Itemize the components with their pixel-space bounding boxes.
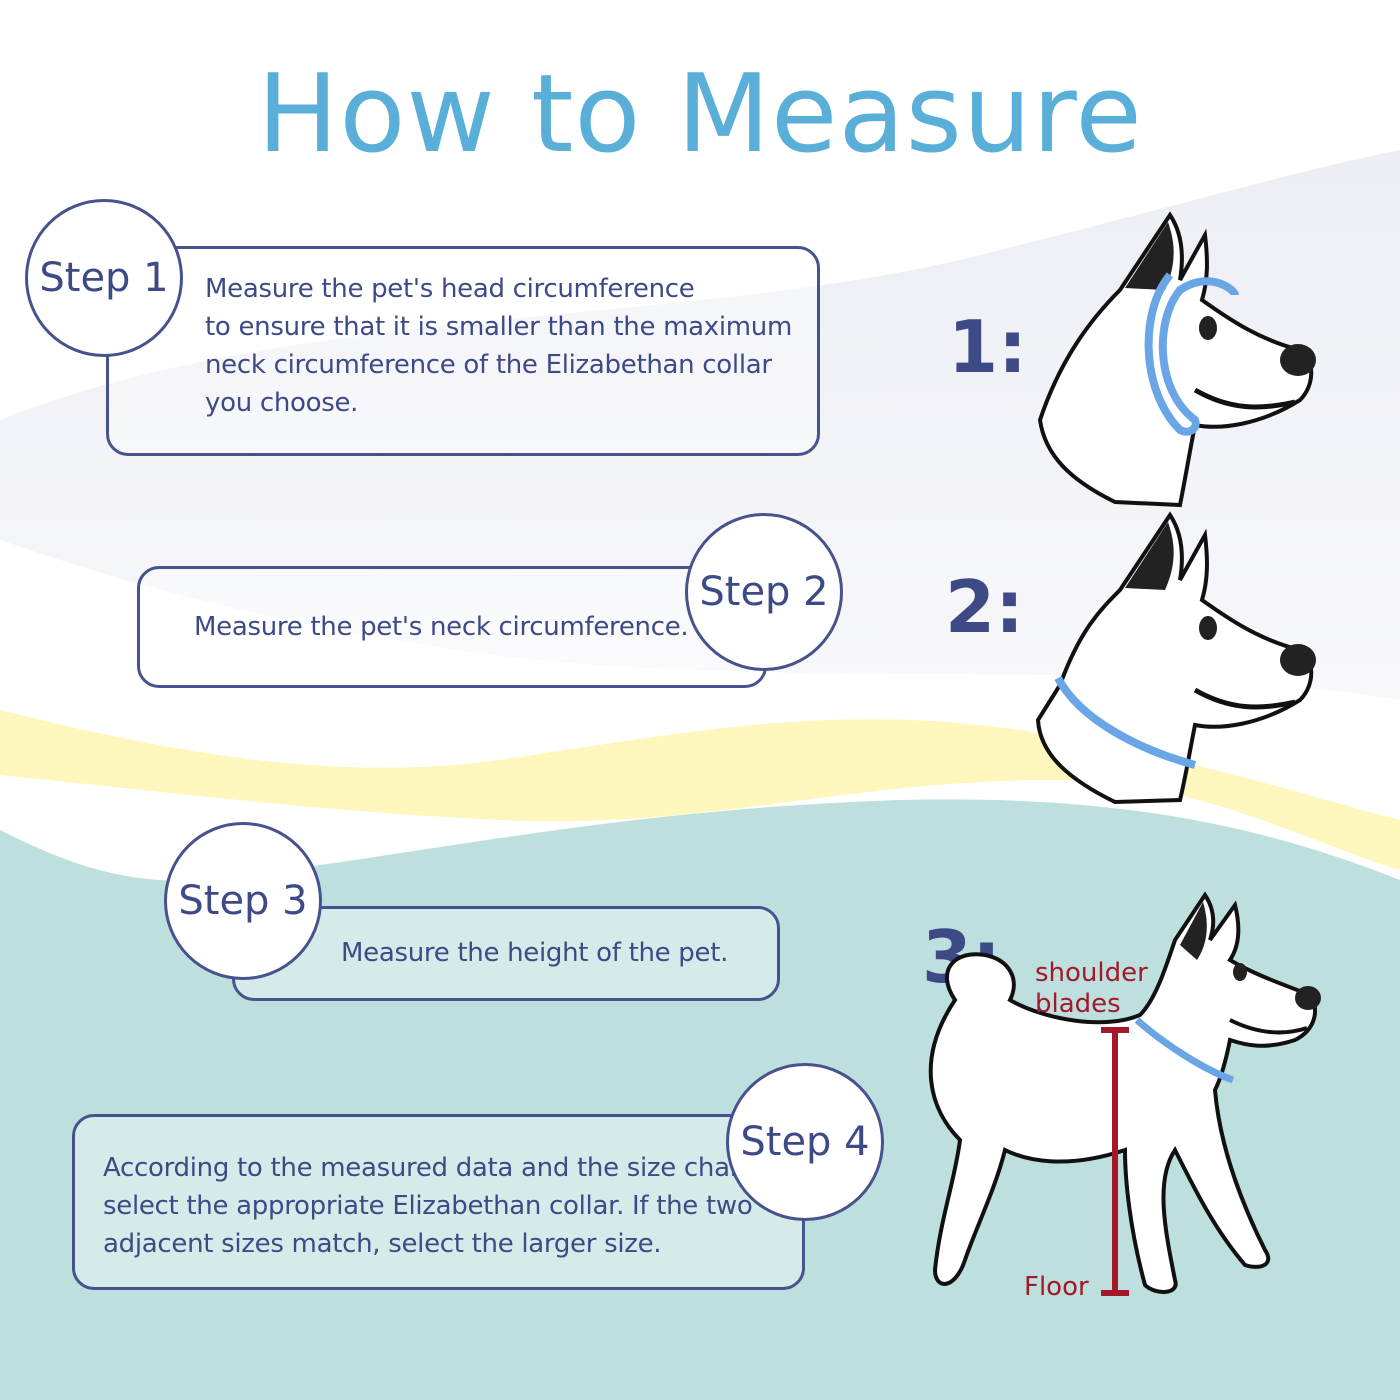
step-1-badge: Step 1 (25, 199, 183, 357)
floor-label: Floor (1024, 1272, 1089, 1302)
text-line: select the appropriate Elizabethan colla… (103, 1191, 753, 1221)
page-title: How to Measure (257, 52, 1143, 177)
label-line: shoulder (1035, 958, 1148, 988)
text-line: adjacent sizes match, select the larger … (103, 1229, 662, 1259)
dog-height-icon (928, 891, 1321, 1296)
illustration-number-1: 1: (948, 305, 1027, 389)
step-2-box (137, 566, 767, 688)
text-line: According to the measured data and the s… (103, 1153, 758, 1183)
step-4-text: According to the measured data and the s… (103, 1149, 758, 1263)
step-1-text: Measure the pet's head circumference to … (205, 270, 792, 422)
text-line: to ensure that it is smaller than the ma… (205, 312, 793, 342)
step-2-text: Measure the pet's neck circumference. (194, 612, 689, 642)
step-3-box (232, 906, 780, 1001)
dog-neck-collar-icon (1035, 511, 1316, 805)
text-line: you choose. (205, 388, 359, 418)
step-4-badge: Step 4 (726, 1063, 884, 1221)
step-4-box (72, 1114, 805, 1290)
text-line: neck circumference of the Elizabethan co… (205, 350, 772, 380)
step-3-text: Measure the height of the pet. (341, 938, 729, 968)
step-2-badge: Step 2 (685, 513, 843, 671)
step-1-box (106, 246, 820, 456)
illustration-number-2: 2: (945, 565, 1024, 649)
label-line: blades (1035, 989, 1121, 1019)
text-line: Measure the pet's head circumference (205, 274, 695, 304)
shoulder-blades-label: shoulder blades (1035, 958, 1148, 1020)
step-3-badge: Step 3 (164, 822, 322, 980)
dog-head-collar-icon (1037, 211, 1316, 508)
